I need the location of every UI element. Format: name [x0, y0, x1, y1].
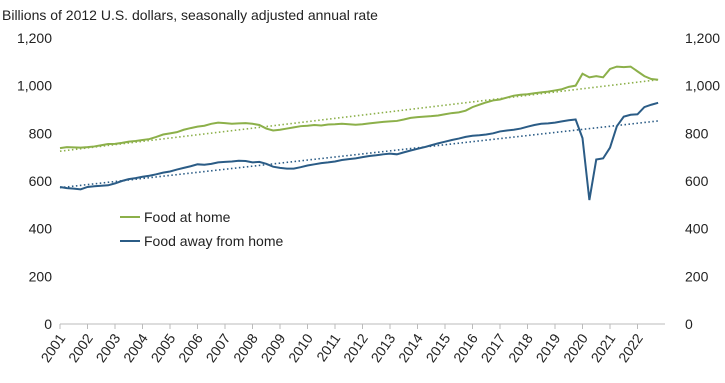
chart-title: Billions of 2012 U.S. dollars, seasonall… [2, 7, 378, 23]
x-tick-label: 2004 [120, 330, 151, 365]
x-tick-label: 2005 [147, 330, 178, 365]
x-tick-label: 2001 [37, 330, 68, 365]
trend-line [59, 120, 659, 189]
x-tick-label: 2015 [422, 330, 453, 365]
y-tick-label: 200 [29, 268, 53, 284]
y-tick-label: 400 [29, 221, 53, 237]
x-tick-label: 2018 [505, 330, 536, 365]
x-tick-label: 2006 [175, 330, 206, 365]
x-tick-label: 2021 [587, 330, 618, 365]
y2-tick-label: 200 [685, 268, 709, 284]
y2-tick-label: 800 [685, 125, 709, 141]
x-tick-label: 2011 [313, 330, 343, 364]
x-tick-label: 2019 [532, 330, 563, 365]
y-tick-label: 800 [29, 125, 53, 141]
x-tick-label: 2016 [450, 330, 481, 365]
x-tick-label: 2007 [202, 330, 233, 365]
y-tick-label: 1,200 [17, 30, 52, 46]
trend-line [59, 78, 659, 153]
legend-label: Food at home [144, 209, 231, 225]
x-tick-label: 2009 [257, 330, 288, 365]
y-tick-label: 1,000 [17, 78, 52, 94]
legend-label: Food away from home [144, 233, 283, 249]
x-tick-label: 2010 [285, 330, 316, 365]
x-tick-label: 2002 [65, 330, 96, 365]
x-tick-label: 2017 [477, 330, 508, 365]
y-tick-label: 600 [29, 173, 53, 189]
y-tick-label: 0 [44, 316, 52, 332]
x-tick-label: 2014 [395, 330, 426, 365]
x-tick-label: 2013 [367, 330, 398, 365]
x-tick-label: 2020 [560, 330, 591, 365]
series-line [59, 101, 659, 201]
y2-tick-label: 400 [685, 221, 709, 237]
x-tick-label: 2012 [340, 330, 371, 365]
x-tick-label: 2003 [92, 330, 123, 365]
x-tick-label: 2022 [615, 330, 646, 365]
x-tick-label: 2008 [230, 330, 261, 365]
y2-tick-label: 1,000 [685, 78, 720, 94]
series-line [59, 65, 659, 150]
y2-tick-label: 0 [685, 316, 693, 332]
y2-tick-label: 600 [685, 173, 709, 189]
y2-tick-label: 1,200 [685, 30, 720, 46]
